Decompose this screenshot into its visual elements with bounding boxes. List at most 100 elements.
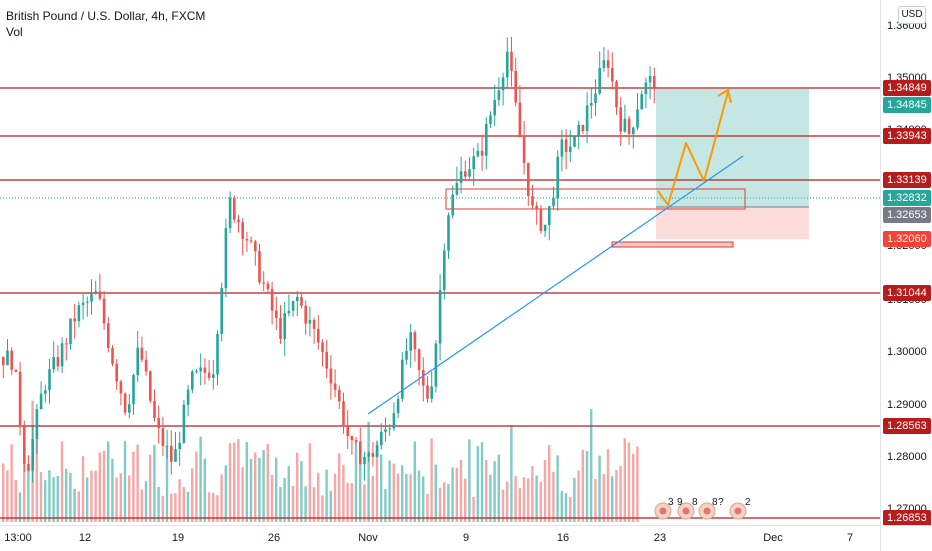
volume-bar bbox=[443, 482, 446, 522]
volume-bar bbox=[506, 481, 509, 522]
candle-body bbox=[241, 222, 244, 240]
candle-body bbox=[123, 393, 127, 413]
volume-bar bbox=[417, 470, 421, 522]
candle-body bbox=[438, 289, 442, 344]
candle-body bbox=[552, 198, 555, 207]
event-count: ? bbox=[718, 497, 724, 508]
volume-bar bbox=[128, 475, 131, 522]
time-tick: 26 bbox=[267, 532, 281, 544]
volume-bar bbox=[178, 479, 181, 522]
volume-bar bbox=[371, 475, 374, 522]
volume-bar bbox=[102, 451, 106, 522]
candle-body bbox=[354, 440, 358, 442]
time-axis[interactable]: 13:00 12 19 26 Nov 9 16 23 Dec 7 bbox=[0, 525, 880, 551]
volume-bar bbox=[73, 488, 76, 522]
candle-body bbox=[312, 319, 316, 329]
candle-body bbox=[35, 409, 39, 440]
candle-body bbox=[619, 107, 622, 132]
currency-button[interactable]: USD bbox=[898, 6, 926, 24]
candle-body bbox=[270, 289, 274, 311]
candle-body bbox=[405, 350, 408, 360]
volume-bar bbox=[212, 492, 215, 522]
candle-body bbox=[165, 445, 169, 447]
candle-body bbox=[304, 305, 307, 324]
volume-bar bbox=[413, 441, 416, 522]
symbol-title[interactable]: British Pound / U.S. Dollar, 4h, FXCM bbox=[6, 9, 206, 23]
price-label: 1.33139 bbox=[883, 172, 931, 188]
drawings bbox=[367, 89, 744, 415]
volume-bar bbox=[489, 474, 492, 522]
candle-body bbox=[136, 347, 139, 376]
volume-bar bbox=[329, 490, 332, 522]
volume-bar bbox=[144, 481, 148, 522]
volume-bar bbox=[44, 480, 47, 522]
volume-bar bbox=[535, 475, 538, 522]
volume-bar bbox=[23, 456, 26, 522]
volume-bar bbox=[405, 473, 408, 522]
candle-body bbox=[615, 81, 618, 108]
price-label: 1.34849 bbox=[883, 80, 931, 96]
volume-bar bbox=[35, 430, 38, 522]
volume-bar bbox=[493, 461, 496, 522]
candle-body bbox=[531, 195, 534, 206]
volume-bar bbox=[312, 487, 316, 522]
volume-bar bbox=[585, 451, 589, 522]
candle-body bbox=[69, 318, 72, 345]
price-axis[interactable]: 1.360001.350001.340001.330001.320001.310… bbox=[880, 0, 932, 526]
time-tick: 19 bbox=[171, 532, 185, 544]
time-tick: 23 bbox=[653, 532, 667, 544]
volume-bar bbox=[409, 474, 412, 522]
stop-zone bbox=[656, 207, 809, 239]
candle-body bbox=[472, 156, 475, 170]
candle-body bbox=[485, 123, 488, 156]
projection-path bbox=[657, 91, 729, 206]
candle-body bbox=[60, 343, 64, 367]
candle-body bbox=[350, 436, 354, 441]
volume-bar bbox=[560, 490, 563, 522]
candle-body bbox=[81, 302, 85, 306]
volume-indicator-label[interactable]: Vol bbox=[6, 25, 23, 39]
volume-bar bbox=[447, 484, 450, 522]
volume-bar bbox=[485, 460, 488, 522]
candle-body bbox=[611, 67, 614, 82]
candle-body bbox=[489, 115, 492, 124]
candle-body bbox=[191, 371, 194, 390]
candle-body bbox=[392, 413, 396, 429]
candle-body bbox=[447, 215, 450, 251]
candle-body bbox=[199, 367, 202, 372]
volume-bar bbox=[426, 493, 429, 522]
volume-bar bbox=[556, 455, 559, 522]
event-count: 8 bbox=[692, 497, 698, 508]
volume-bar bbox=[501, 489, 505, 522]
event-count: 2 bbox=[745, 497, 751, 508]
volume-bar bbox=[333, 473, 337, 522]
candle-body bbox=[157, 417, 160, 429]
candle-body bbox=[653, 76, 656, 88]
target-zone bbox=[656, 89, 809, 207]
candle-body bbox=[409, 332, 412, 351]
time-tick: 12 bbox=[78, 532, 92, 544]
candle-body bbox=[161, 428, 165, 446]
candle-body bbox=[119, 381, 123, 394]
volume-bar bbox=[195, 451, 198, 522]
volume-bar bbox=[472, 496, 475, 522]
volume-bar bbox=[367, 421, 370, 522]
volume-bar bbox=[233, 442, 236, 522]
candle-body bbox=[363, 456, 366, 465]
candle-body bbox=[44, 390, 47, 394]
candle-body bbox=[287, 310, 291, 314]
price-label: 1.31044 bbox=[883, 285, 931, 301]
volume-bar bbox=[77, 491, 80, 522]
candle-body bbox=[401, 359, 404, 399]
volume-bar bbox=[564, 492, 568, 522]
volume-bar bbox=[590, 409, 593, 522]
event-count: 9 bbox=[677, 497, 683, 508]
candle-body bbox=[186, 389, 190, 405]
candle-body bbox=[527, 162, 530, 196]
projection-arrowhead bbox=[717, 89, 732, 104]
candle-body bbox=[170, 445, 173, 462]
candle-body bbox=[262, 282, 265, 284]
chart-pane[interactable]: 3 9 8 8? 2 bbox=[0, 0, 880, 525]
candle-body bbox=[329, 368, 333, 384]
